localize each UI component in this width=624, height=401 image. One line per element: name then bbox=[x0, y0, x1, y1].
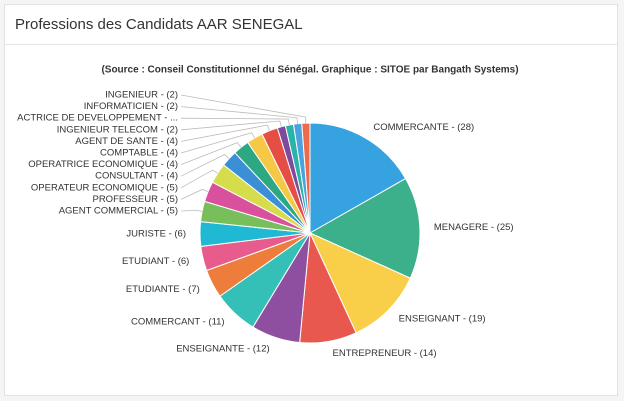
slice-label: CONSULTANT - (4) bbox=[95, 171, 178, 182]
slice-label: COMMERCANTE - (28) bbox=[373, 122, 474, 133]
leader-line bbox=[180, 132, 256, 154]
slice-label: COMMERCANT - (11) bbox=[131, 317, 225, 328]
leader-line bbox=[180, 142, 242, 165]
slice-label: INGENIEUR TELECOM - (2) bbox=[57, 124, 178, 135]
slice-label: ETUDIANT - (6) bbox=[122, 256, 189, 267]
leader-line bbox=[180, 106, 299, 124]
card-title: Professions des Candidats AAR SENEGAL bbox=[5, 5, 617, 45]
leader-line bbox=[180, 154, 230, 177]
leader-line bbox=[180, 169, 218, 189]
leader-line bbox=[180, 117, 290, 126]
slice-label: ENSEIGNANTE - (12) bbox=[176, 343, 269, 354]
slice-label: OPERATRICE ECONOMIQUE - (4) bbox=[28, 159, 178, 170]
slice-label: AGENT DE SANTE - (4) bbox=[75, 136, 178, 147]
slice-label: COMPTABLE - (4) bbox=[100, 148, 178, 159]
slice-label: MENAGERE - (25) bbox=[434, 222, 514, 233]
slice-label: ENTREPRENEUR - (14) bbox=[333, 348, 437, 359]
leader-line bbox=[180, 120, 282, 131]
slice-label: PROFESSEUR - (5) bbox=[92, 194, 178, 205]
slice-label: ETUDIANTE - (7) bbox=[126, 284, 200, 295]
slice-label: ACTRICE DE DEVELOPPEMENT - ... bbox=[17, 113, 178, 124]
leader-line bbox=[180, 188, 209, 200]
slice-label: INGENIEUR - (2) bbox=[105, 90, 178, 101]
leader-line bbox=[180, 94, 307, 124]
slice-label: OPERATEUR ECONOMIQUE - (5) bbox=[31, 182, 178, 193]
slice-label: JURISTE - (6) bbox=[126, 229, 186, 240]
pie-slice bbox=[309, 122, 407, 234]
slice-label: ENSEIGNANT - (19) bbox=[399, 313, 486, 324]
slice-label: AGENT COMMERCIAL - (5) bbox=[59, 206, 178, 217]
leader-line bbox=[180, 209, 203, 212]
pie-slice bbox=[308, 231, 411, 334]
leader-line bbox=[180, 124, 270, 142]
slice-label: INFORMATICIEN - (2) bbox=[84, 101, 178, 112]
chart-subtitle: (Source : Conseil Constitutionnel du Sén… bbox=[101, 65, 518, 76]
pie-slice bbox=[308, 177, 421, 279]
